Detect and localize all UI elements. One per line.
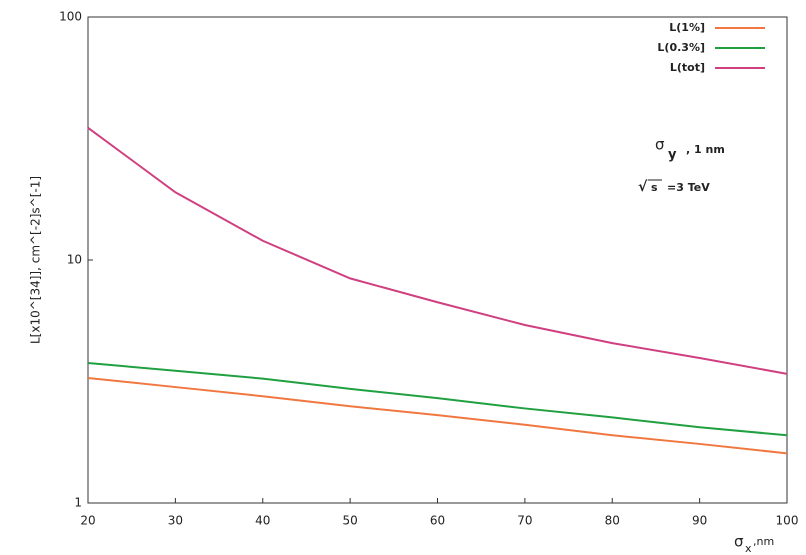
legend-label: L(tot] bbox=[670, 61, 705, 74]
annotation-subscript: y bbox=[668, 148, 677, 163]
annotation-symbol: σ bbox=[655, 136, 665, 154]
plot-area bbox=[87, 16, 788, 504]
x-axis-text: ,nm bbox=[753, 535, 774, 548]
x-tick-label: 60 bbox=[430, 514, 445, 528]
x-tick-label: 90 bbox=[692, 514, 707, 528]
x-tick-label: 20 bbox=[80, 514, 95, 528]
x-tick-label: 50 bbox=[342, 514, 357, 528]
series-line bbox=[87, 361, 788, 437]
y-axis-label: L[x10^[34]], cm^[-2]s^[-1] bbox=[29, 176, 43, 344]
x-tick-label: 40 bbox=[255, 514, 270, 528]
y-tick-label: 100 bbox=[59, 10, 82, 24]
x-axis-subscript: x bbox=[745, 542, 752, 555]
annotation-text: =3 TeV bbox=[667, 181, 710, 194]
annotation-text: , 1 nm bbox=[686, 143, 725, 156]
x-tick-label: 70 bbox=[517, 514, 532, 528]
y-tick-label: 10 bbox=[67, 253, 82, 267]
legend-label: L(1%] bbox=[669, 21, 705, 34]
x-tick-label: 30 bbox=[168, 514, 183, 528]
legend-label: L(0.3%] bbox=[657, 41, 705, 54]
y-tick-label: 1 bbox=[74, 496, 82, 510]
annotation-radicand: s bbox=[651, 181, 658, 194]
annotation-radical: √ bbox=[638, 179, 648, 195]
series-line bbox=[87, 126, 788, 375]
series-line bbox=[87, 376, 788, 455]
x-axis-symbol: σ bbox=[734, 533, 744, 551]
x-tick-label: 80 bbox=[605, 514, 620, 528]
x-tick-label: 100 bbox=[776, 514, 799, 528]
